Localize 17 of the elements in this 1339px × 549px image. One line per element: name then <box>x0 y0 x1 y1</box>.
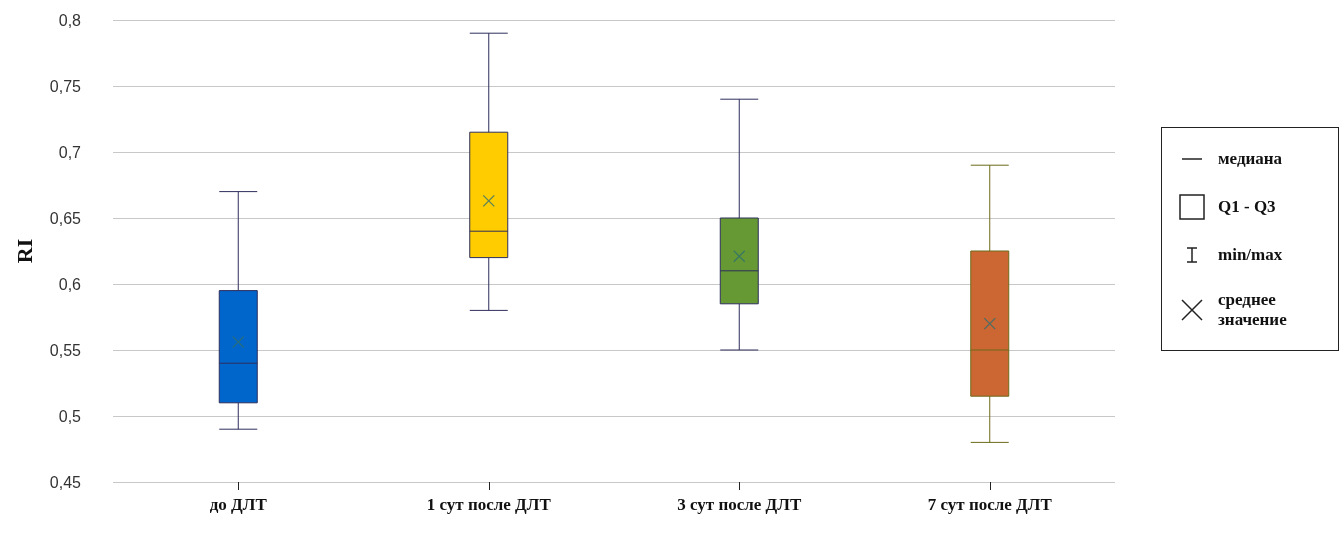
text: среднее значение <box>1218 289 1288 330</box>
y-tick-label: 0,65 <box>49 209 82 227</box>
x-tick-label: 1 сут после ДЛТ <box>426 495 552 514</box>
x-tick-label: 7 сут после ДЛТ <box>927 495 1053 514</box>
text: min/max <box>1218 244 1284 265</box>
y-tick-label: 0,5 <box>58 407 82 425</box>
y-axis-title: RI <box>11 238 37 264</box>
x-tick-label: 3 сут после ДЛТ <box>677 495 802 514</box>
text: Q1 - Q3 <box>1218 196 1277 217</box>
y-tick-label: 0,45 <box>49 473 82 491</box>
y-tick-label: 0,75 <box>49 77 82 95</box>
text: медиана <box>1218 148 1284 169</box>
y-tick-label: 0,6 <box>58 275 82 293</box>
y-tick-label: 0,55 <box>49 341 82 359</box>
y-tick-label: 0,8 <box>58 11 82 29</box>
x-tick-label: до ДЛТ <box>209 495 268 514</box>
y-tick-label: 0,7 <box>58 143 82 161</box>
